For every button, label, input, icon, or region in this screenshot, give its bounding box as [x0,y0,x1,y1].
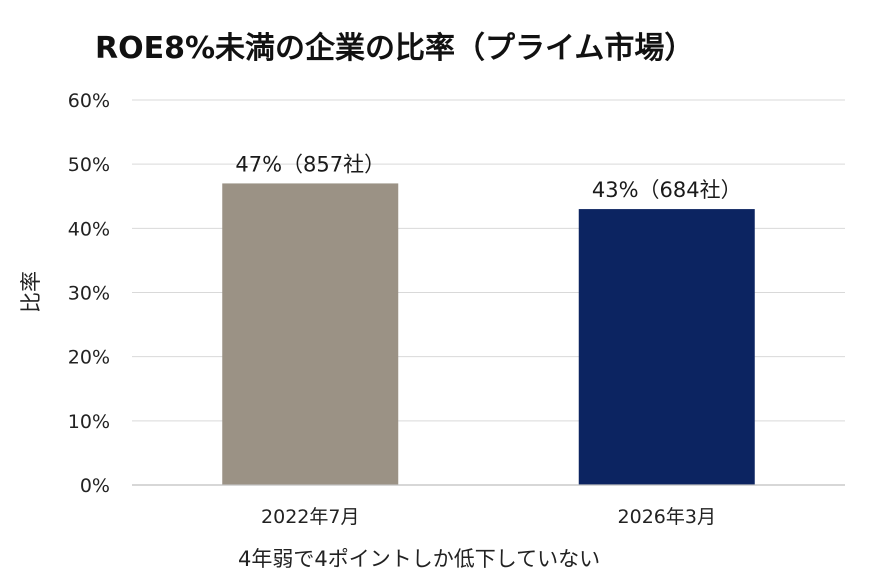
data-labels: 47%（857社） 43%（684社） [235,152,741,202]
data-label: 43%（684社） [592,178,742,202]
bar-2 [578,209,755,486]
y-tick-label: 0% [80,475,110,497]
chart-annotation: 4年弱で4ポイントしか低下していない [238,547,600,571]
y-tick-label: 60% [68,90,110,112]
y-tick-label: 50% [68,154,110,176]
chart-title: ROE8%未満の企業の比率（プライム市場） [95,31,694,66]
bars [222,183,755,486]
y-tick-label: 20% [68,347,110,369]
y-tick-label: 40% [68,218,110,240]
y-axis-ticks: 0% 10% 20% 30% 40% 50% 60% [68,90,110,497]
category-label: 2026年3月 [618,506,716,528]
data-label: 47%（857社） [235,152,385,176]
y-axis-label: 比率 [19,271,43,313]
x-axis-categories: 2022年7月 2026年3月 [261,506,716,528]
category-label: 2022年7月 [261,506,359,528]
bar-1 [222,183,399,485]
y-tick-label: 10% [68,411,110,433]
y-tick-label: 30% [68,283,110,305]
